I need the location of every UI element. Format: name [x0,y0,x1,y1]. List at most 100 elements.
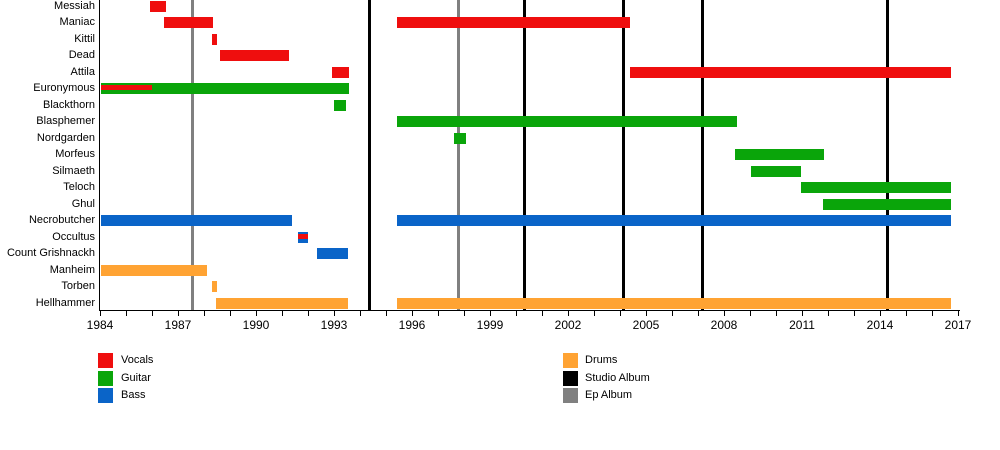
member-bar-vocals [298,233,309,239]
legend-label-ep-album: Ep Album [585,389,633,401]
x-axis-tick [541,311,543,316]
member-bar-vocals [220,50,289,61]
member-bar-vocals [629,66,951,78]
row-label-kittil: Kittil [74,32,95,45]
x-axis-tick [463,311,465,316]
x-axis-tick [333,311,335,316]
x-axis-tick [359,311,361,316]
legend-swatch-guitar [98,370,113,386]
row-label-ghul: Ghul [71,197,95,210]
x-axis-tick [437,311,439,316]
x-axis-tick [697,311,699,316]
row-label-silmaeth: Silmaeth [52,164,95,177]
x-axis-tick [593,311,595,316]
studio-album-line [622,0,626,310]
x-axis-tick [775,311,777,316]
legend-label-bass: Bass [121,389,146,401]
member-bar-drums [101,264,208,276]
member-bar-guitar [101,83,350,94]
x-axis-tick-label: 1993 [320,318,348,332]
legend-label-guitar: Guitar [121,371,151,384]
member-bar-vocals [396,17,630,28]
x-axis-tick [151,311,153,316]
row-label-maniac: Maniac [59,16,95,28]
member-bar-drums [211,281,217,292]
legend-swatch-bass [98,388,113,403]
member-bar-bass [316,248,349,259]
row-label-blasphemer: Blasphemer [36,115,95,127]
x-axis-tick-label: 1987 [164,318,192,332]
x-axis-tick-label: 1999 [476,318,504,332]
ep-album-line [456,0,460,310]
member-bar-bass [396,215,951,226]
row-label-torben: Torben [61,280,95,292]
x-axis-tick [411,311,413,316]
ep-album-line [190,0,194,310]
row-label-dead: Dead [68,49,95,61]
legend-swatch-studio-album [563,370,578,386]
x-axis-line [99,310,960,311]
row-label-manheim: Manheim [49,263,95,276]
row-label-teloch: Teloch [63,181,95,193]
legend-label-vocals: Vocals [121,354,154,366]
x-axis-tick-label: 1996 [398,318,426,332]
member-bar-vocals [149,0,167,12]
studio-album-line [522,0,526,310]
x-axis-tick [307,311,309,316]
legend-swatch-ep-album [563,388,578,403]
member-bar-guitar [801,182,951,193]
member-bar-vocals [212,33,217,45]
member-bar-vocals [331,66,350,78]
row-label-occultus: Occultus [52,230,95,243]
x-axis-tick-label: 2008 [710,318,738,332]
x-axis-tick [723,311,725,316]
member-bar-guitar [334,99,346,111]
y-axis-line [99,0,100,311]
row-label-morfeus: Morfeus [55,148,95,160]
member-bar-drums [396,297,951,309]
legend-label-drums: Drums [585,354,618,366]
x-axis-tick-label: 1990 [242,318,270,332]
row-label-blackthorn: Blackthorn [43,98,95,111]
x-axis-tick [489,311,491,316]
x-axis-tick [801,311,803,316]
member-bar-guitar [454,132,467,144]
x-axis-tick [931,311,933,316]
x-axis-tick [515,311,517,316]
x-axis-tick [229,311,231,316]
x-axis-tick [177,311,179,316]
x-axis-tick-label: 2017 [944,318,972,332]
row-label-messiah: Messiah [54,0,95,12]
studio-album-line [368,0,372,310]
member-bar-vocals [101,85,152,90]
row-label-euronymous: Euronymous [33,82,95,94]
x-axis-tick [385,311,387,316]
member-bar-guitar [823,198,951,210]
x-axis-tick [99,311,101,316]
x-axis-tick [879,311,881,316]
row-label-necrobutcher: Necrobutcher [28,214,95,226]
x-axis-tick [853,311,855,316]
x-axis-tick [749,311,751,316]
row-label-attila: Attila [70,65,95,78]
x-axis-tick-label: 1984 [86,318,114,332]
x-axis-tick [957,311,959,316]
row-label-hellhammer: Hellhammer [35,296,95,309]
x-axis-tick [255,311,257,316]
member-bar-bass [101,215,292,226]
member-bar-vocals [163,17,214,28]
member-bar-guitar [396,116,737,127]
studio-album-line [701,0,705,310]
member-bar-guitar [750,165,802,177]
row-label-nordgarden: Nordgarden [36,131,95,144]
member-bar-guitar [734,149,825,160]
x-axis-tick [281,311,283,316]
x-axis-tick [905,311,907,316]
x-axis-tick-label: 2005 [632,318,660,332]
x-axis-tick [671,311,673,316]
x-axis-tick [645,311,647,316]
x-axis-tick-label: 2014 [866,318,894,332]
x-axis-tick [125,311,127,316]
row-label-count-grishnackh: Count Grishnackh [6,247,95,259]
legend-swatch-drums [563,353,578,368]
